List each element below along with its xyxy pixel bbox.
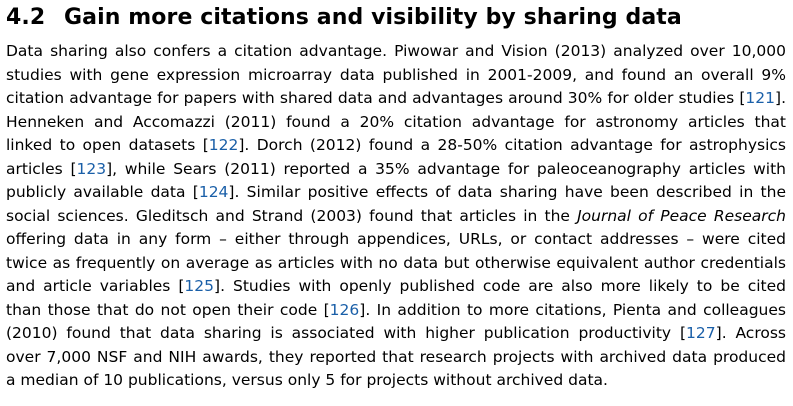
text-line: citation advantage for papers with share… xyxy=(6,89,786,107)
text-span: (2010) found that data sharing is associ… xyxy=(6,324,680,342)
text-line: articles [123], while Sears (2011) repor… xyxy=(6,159,787,178)
text-line: social sciences. Gleditsch and Strand (2… xyxy=(6,205,786,229)
section-heading: 4.2 Gain more citations and visibility by… xyxy=(6,3,682,33)
citation-link-125[interactable]: 125 xyxy=(184,277,215,295)
text-line: Data sharing also confers a citation adv… xyxy=(6,40,786,64)
text-line: twice as frequently on average as articl… xyxy=(6,252,786,276)
text-span: Henneken and Accomazzi (2011) found a 20… xyxy=(6,112,786,131)
text-span: linked to open datasets xyxy=(6,136,203,154)
text-span: , while Sears (2011) reported a 35% adva… xyxy=(112,159,787,178)
text-span: offering data in any form – either throu… xyxy=(6,230,786,248)
text-span: . In addition to more citations, Pienta … xyxy=(365,300,786,319)
citation-link-121[interactable]: 121 xyxy=(745,89,775,107)
text-line: over 7,000 NSF and NIH awards, they repo… xyxy=(6,346,786,370)
citation-link-127[interactable]: 127 xyxy=(686,324,716,342)
citation-link-124[interactable]: 124 xyxy=(198,183,229,201)
text-line: (2010) found that data sharing is associ… xyxy=(6,324,786,342)
text-span: than those that do not open their code xyxy=(6,300,324,319)
text-span: articles xyxy=(6,159,71,178)
text-span: . Dorch (2012) found a 28-50% citation a… xyxy=(244,136,786,154)
text-span: . xyxy=(781,89,786,107)
text-line: Henneken and Accomazzi (2011) found a 20… xyxy=(6,111,786,135)
text-span: Data sharing also confers a citation adv… xyxy=(6,42,786,60)
citation-link-123[interactable]: 123 xyxy=(76,159,107,178)
text-span: over 7,000 NSF and NIH awards, they repo… xyxy=(6,347,786,366)
text-span: social sciences. Gleditsch and Strand (2… xyxy=(6,206,570,225)
text-span: citation advantage for papers with share… xyxy=(6,89,740,107)
text-line: publicly available data [124]. Similar p… xyxy=(6,183,786,201)
text-span: and article variables xyxy=(6,277,179,295)
text-line: linked to open datasets [122]. Dorch (20… xyxy=(6,136,786,154)
text-span: . Similar positive effects of data shari… xyxy=(234,183,786,201)
text-span: . Studies with openly published code are… xyxy=(220,277,787,295)
text-line: than those that do not open their code [… xyxy=(6,300,786,319)
section-title: Gain more citations and visibility by sh… xyxy=(64,5,682,30)
text-line: a median of 10 publications, versus only… xyxy=(6,369,786,393)
text-line: and article variables [125]. Studies wit… xyxy=(6,277,787,295)
text-span: studies with gene expression microarray … xyxy=(6,65,786,84)
citation-link-126[interactable]: 126 xyxy=(329,300,360,319)
text-span: . Across xyxy=(721,324,786,342)
text-span: a median of 10 publications, versus only… xyxy=(6,371,608,389)
journal-title: Journal of Peace Research xyxy=(577,206,786,225)
citation-link-122[interactable]: 122 xyxy=(208,136,239,154)
body-paragraph: Data sharing also confers a citation adv… xyxy=(6,40,786,393)
text-line: offering data in any form – either throu… xyxy=(6,228,786,252)
text-span: publicly available data xyxy=(6,183,193,201)
text-span: twice as frequently on average as articl… xyxy=(6,253,786,272)
section-number: 4.2 xyxy=(6,5,46,30)
text-line: studies with gene expression microarray … xyxy=(6,64,786,88)
